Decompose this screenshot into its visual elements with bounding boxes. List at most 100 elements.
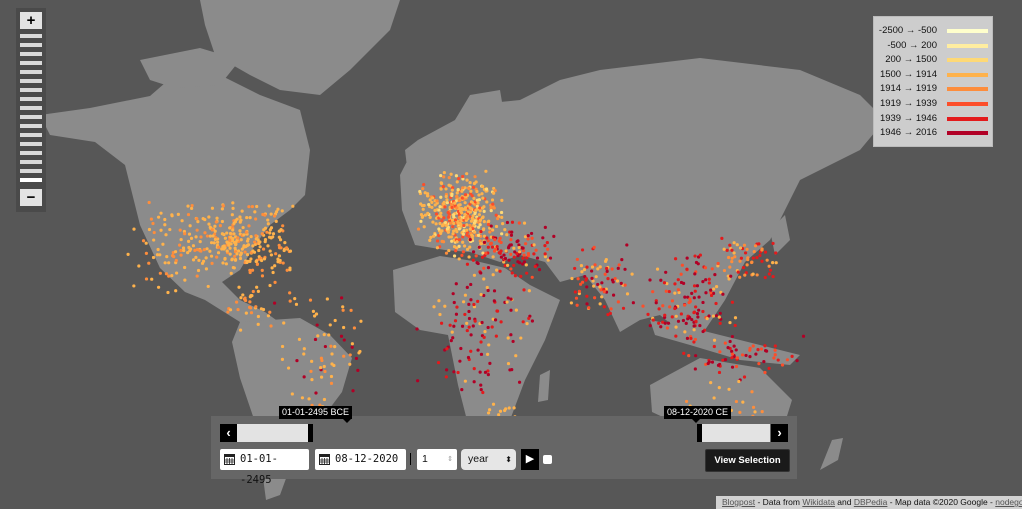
event-dot[interactable] <box>450 239 454 243</box>
event-dot[interactable] <box>435 246 440 250</box>
event-dot[interactable] <box>288 268 292 272</box>
event-dot[interactable] <box>248 216 252 220</box>
event-dot[interactable] <box>448 323 452 327</box>
event-dot[interactable] <box>458 221 462 225</box>
event-dot[interactable] <box>196 220 200 224</box>
event-dot[interactable] <box>710 360 715 364</box>
event-dot[interactable] <box>690 317 694 322</box>
event-dot[interactable] <box>657 321 661 325</box>
event-dot[interactable] <box>352 326 356 330</box>
event-dot[interactable] <box>492 289 497 293</box>
event-dot[interactable] <box>460 253 464 258</box>
event-dot[interactable] <box>283 241 287 245</box>
event-dot[interactable] <box>456 221 460 225</box>
event-dot[interactable] <box>463 293 468 297</box>
event-dot[interactable] <box>623 283 627 287</box>
event-dot[interactable] <box>158 271 162 275</box>
event-dot[interactable] <box>487 408 492 412</box>
event-dot[interactable] <box>156 247 160 252</box>
event-dot[interactable] <box>479 230 483 234</box>
event-dot[interactable] <box>494 334 498 338</box>
event-dot[interactable] <box>521 246 525 250</box>
event-dot[interactable] <box>676 288 681 292</box>
event-dot[interactable] <box>573 266 577 271</box>
event-dot[interactable] <box>546 258 550 262</box>
event-dot[interactable] <box>450 330 454 334</box>
event-dot[interactable] <box>199 235 203 239</box>
timeline-track-left[interactable] <box>237 424 308 442</box>
event-dot[interactable] <box>765 258 769 262</box>
event-dot[interactable] <box>450 192 454 196</box>
event-dot[interactable] <box>329 344 333 348</box>
event-dot[interactable] <box>685 336 690 341</box>
zoom-level-tick[interactable] <box>20 43 42 47</box>
event-dot[interactable] <box>478 218 482 222</box>
event-dot[interactable] <box>518 261 522 265</box>
event-dot[interactable] <box>693 367 697 371</box>
event-dot[interactable] <box>248 300 252 304</box>
event-dot[interactable] <box>466 355 471 360</box>
event-dot[interactable] <box>479 383 483 387</box>
event-dot[interactable] <box>723 341 727 345</box>
event-dot[interactable] <box>469 333 473 337</box>
event-dot[interactable] <box>506 296 510 300</box>
event-dot[interactable] <box>200 261 205 265</box>
event-dot[interactable] <box>229 271 233 275</box>
zoom-level-tick[interactable] <box>20 70 42 74</box>
event-dot[interactable] <box>183 232 187 236</box>
event-dot[interactable] <box>713 273 717 277</box>
event-dot[interactable] <box>206 284 210 289</box>
event-dot[interactable] <box>492 191 496 195</box>
event-dot[interactable] <box>238 215 242 219</box>
event-dot[interactable] <box>676 319 681 323</box>
event-dot[interactable] <box>716 363 721 367</box>
event-dot[interactable] <box>489 208 493 213</box>
event-dot[interactable] <box>506 263 510 267</box>
event-dot[interactable] <box>225 249 229 253</box>
event-dot[interactable] <box>231 265 235 270</box>
event-dot[interactable] <box>573 290 577 294</box>
event-dot[interactable] <box>738 410 742 414</box>
event-dot[interactable] <box>472 302 476 307</box>
event-dot[interactable] <box>253 217 258 221</box>
event-dot[interactable] <box>776 358 780 362</box>
event-dot[interactable] <box>472 380 476 384</box>
event-dot[interactable] <box>186 251 190 255</box>
event-dot[interactable] <box>523 242 528 246</box>
event-dot[interactable] <box>543 252 547 256</box>
event-dot[interactable] <box>254 259 259 263</box>
event-dot[interactable] <box>426 211 430 215</box>
event-dot[interactable] <box>457 176 461 181</box>
event-dot[interactable] <box>195 217 199 221</box>
event-dot[interactable] <box>465 262 470 266</box>
event-dot[interactable] <box>509 238 513 242</box>
step-value-input[interactable]: 1 ⇕ <box>417 449 457 470</box>
event-dot[interactable] <box>686 295 690 299</box>
event-dot[interactable] <box>126 252 130 256</box>
event-dot[interactable] <box>517 380 522 384</box>
event-dot[interactable] <box>228 238 232 242</box>
event-dot[interactable] <box>488 230 492 234</box>
event-dot[interactable] <box>454 282 458 286</box>
event-dot[interactable] <box>449 338 453 343</box>
event-dot[interactable] <box>479 340 483 344</box>
event-dot[interactable] <box>259 307 263 311</box>
event-dot[interactable] <box>239 238 243 242</box>
event-dot[interactable] <box>504 407 508 411</box>
event-dot[interactable] <box>602 290 606 294</box>
event-dot[interactable] <box>739 256 743 260</box>
event-dot[interactable] <box>473 219 477 223</box>
event-dot[interactable] <box>730 356 734 360</box>
event-dot[interactable] <box>444 375 448 379</box>
event-dot[interactable] <box>329 374 334 379</box>
event-dot[interactable] <box>234 240 238 244</box>
event-dot[interactable] <box>233 254 237 258</box>
event-dot[interactable] <box>469 298 473 302</box>
event-dot[interactable] <box>471 258 475 262</box>
event-dot[interactable] <box>692 324 696 328</box>
event-dot[interactable] <box>166 290 170 295</box>
event-dot[interactable] <box>452 221 456 226</box>
event-dot[interactable] <box>416 379 420 383</box>
event-dot[interactable] <box>510 271 514 275</box>
event-dot[interactable] <box>801 334 806 338</box>
